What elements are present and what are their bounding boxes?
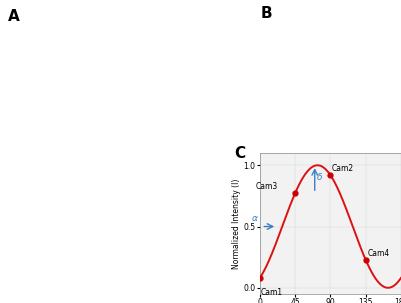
Text: $\alpha$: $\alpha$ [251, 214, 259, 223]
Y-axis label: Normalized Intensity (I): Normalized Intensity (I) [232, 178, 241, 269]
Text: Cam1: Cam1 [261, 288, 283, 297]
Text: Cam3: Cam3 [255, 182, 278, 191]
Text: $\delta$: $\delta$ [316, 171, 323, 182]
Text: C: C [235, 146, 245, 161]
Text: A: A [8, 9, 19, 24]
Text: B: B [261, 6, 272, 21]
Text: Cam2: Cam2 [332, 165, 354, 174]
Text: Cam4: Cam4 [367, 249, 389, 258]
